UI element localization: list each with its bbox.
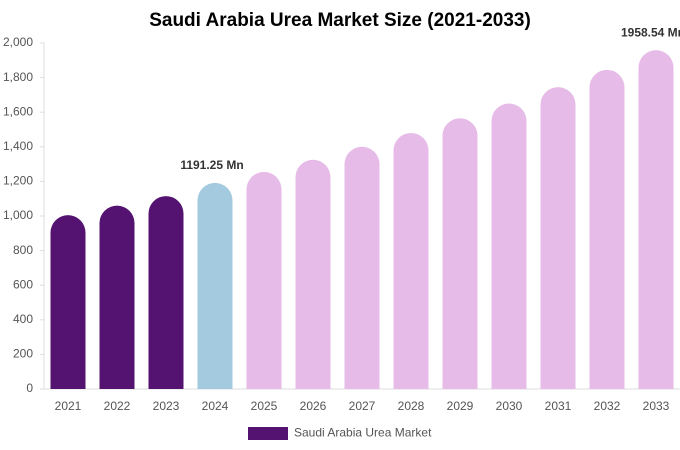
bar — [295, 159, 331, 389]
legend-swatch — [248, 427, 288, 440]
y-tick-label: 400 — [13, 312, 33, 326]
value-label: 1191.25 Mn — [180, 158, 243, 172]
y-tick-label: 600 — [13, 277, 33, 291]
y-tick-label: 1,200 — [3, 174, 33, 188]
bar — [50, 215, 86, 389]
x-tick-label: 2026 — [300, 399, 327, 413]
bar — [589, 69, 625, 389]
x-tick-label: 2030 — [496, 399, 523, 413]
bar — [99, 205, 135, 389]
bar — [344, 146, 380, 389]
bar — [197, 182, 233, 389]
y-tick-label: 0 — [26, 381, 33, 395]
x-tick-label: 2028 — [398, 399, 425, 413]
bar — [491, 103, 527, 390]
legend-label: Saudi Arabia Urea Market — [294, 426, 432, 440]
x-tick-label: 2027 — [349, 399, 376, 413]
x-tick-label: 2025 — [251, 399, 278, 413]
x-tick-label: 2021 — [55, 399, 82, 413]
x-tick-label: 2023 — [153, 399, 180, 413]
bar — [540, 87, 576, 390]
bar — [393, 132, 429, 389]
y-tick-label: 1,600 — [3, 104, 33, 118]
bar — [246, 171, 282, 389]
x-tick-label: 2032 — [594, 399, 621, 413]
y-tick-label: 1,000 — [3, 208, 33, 222]
bar — [442, 118, 478, 390]
x-tick-label: 2031 — [545, 399, 572, 413]
y-tick-label: 1,400 — [3, 139, 33, 153]
chart-title: Saudi Arabia Urea Market Size (2021-2033… — [149, 10, 531, 31]
y-tick-label: 800 — [13, 243, 33, 257]
x-tick-label: 2024 — [202, 399, 229, 413]
y-tick-label: 2,000 — [3, 35, 33, 49]
x-tick-label: 2033 — [643, 399, 670, 413]
y-tick-label: 1,800 — [3, 70, 33, 84]
bar — [148, 196, 184, 389]
y-tick-label: 200 — [13, 347, 33, 361]
x-tick-label: 2022 — [104, 399, 131, 413]
bar — [638, 50, 674, 389]
value-label: 1958.54 Mn — [621, 25, 680, 39]
x-tick-label: 2029 — [447, 399, 474, 413]
